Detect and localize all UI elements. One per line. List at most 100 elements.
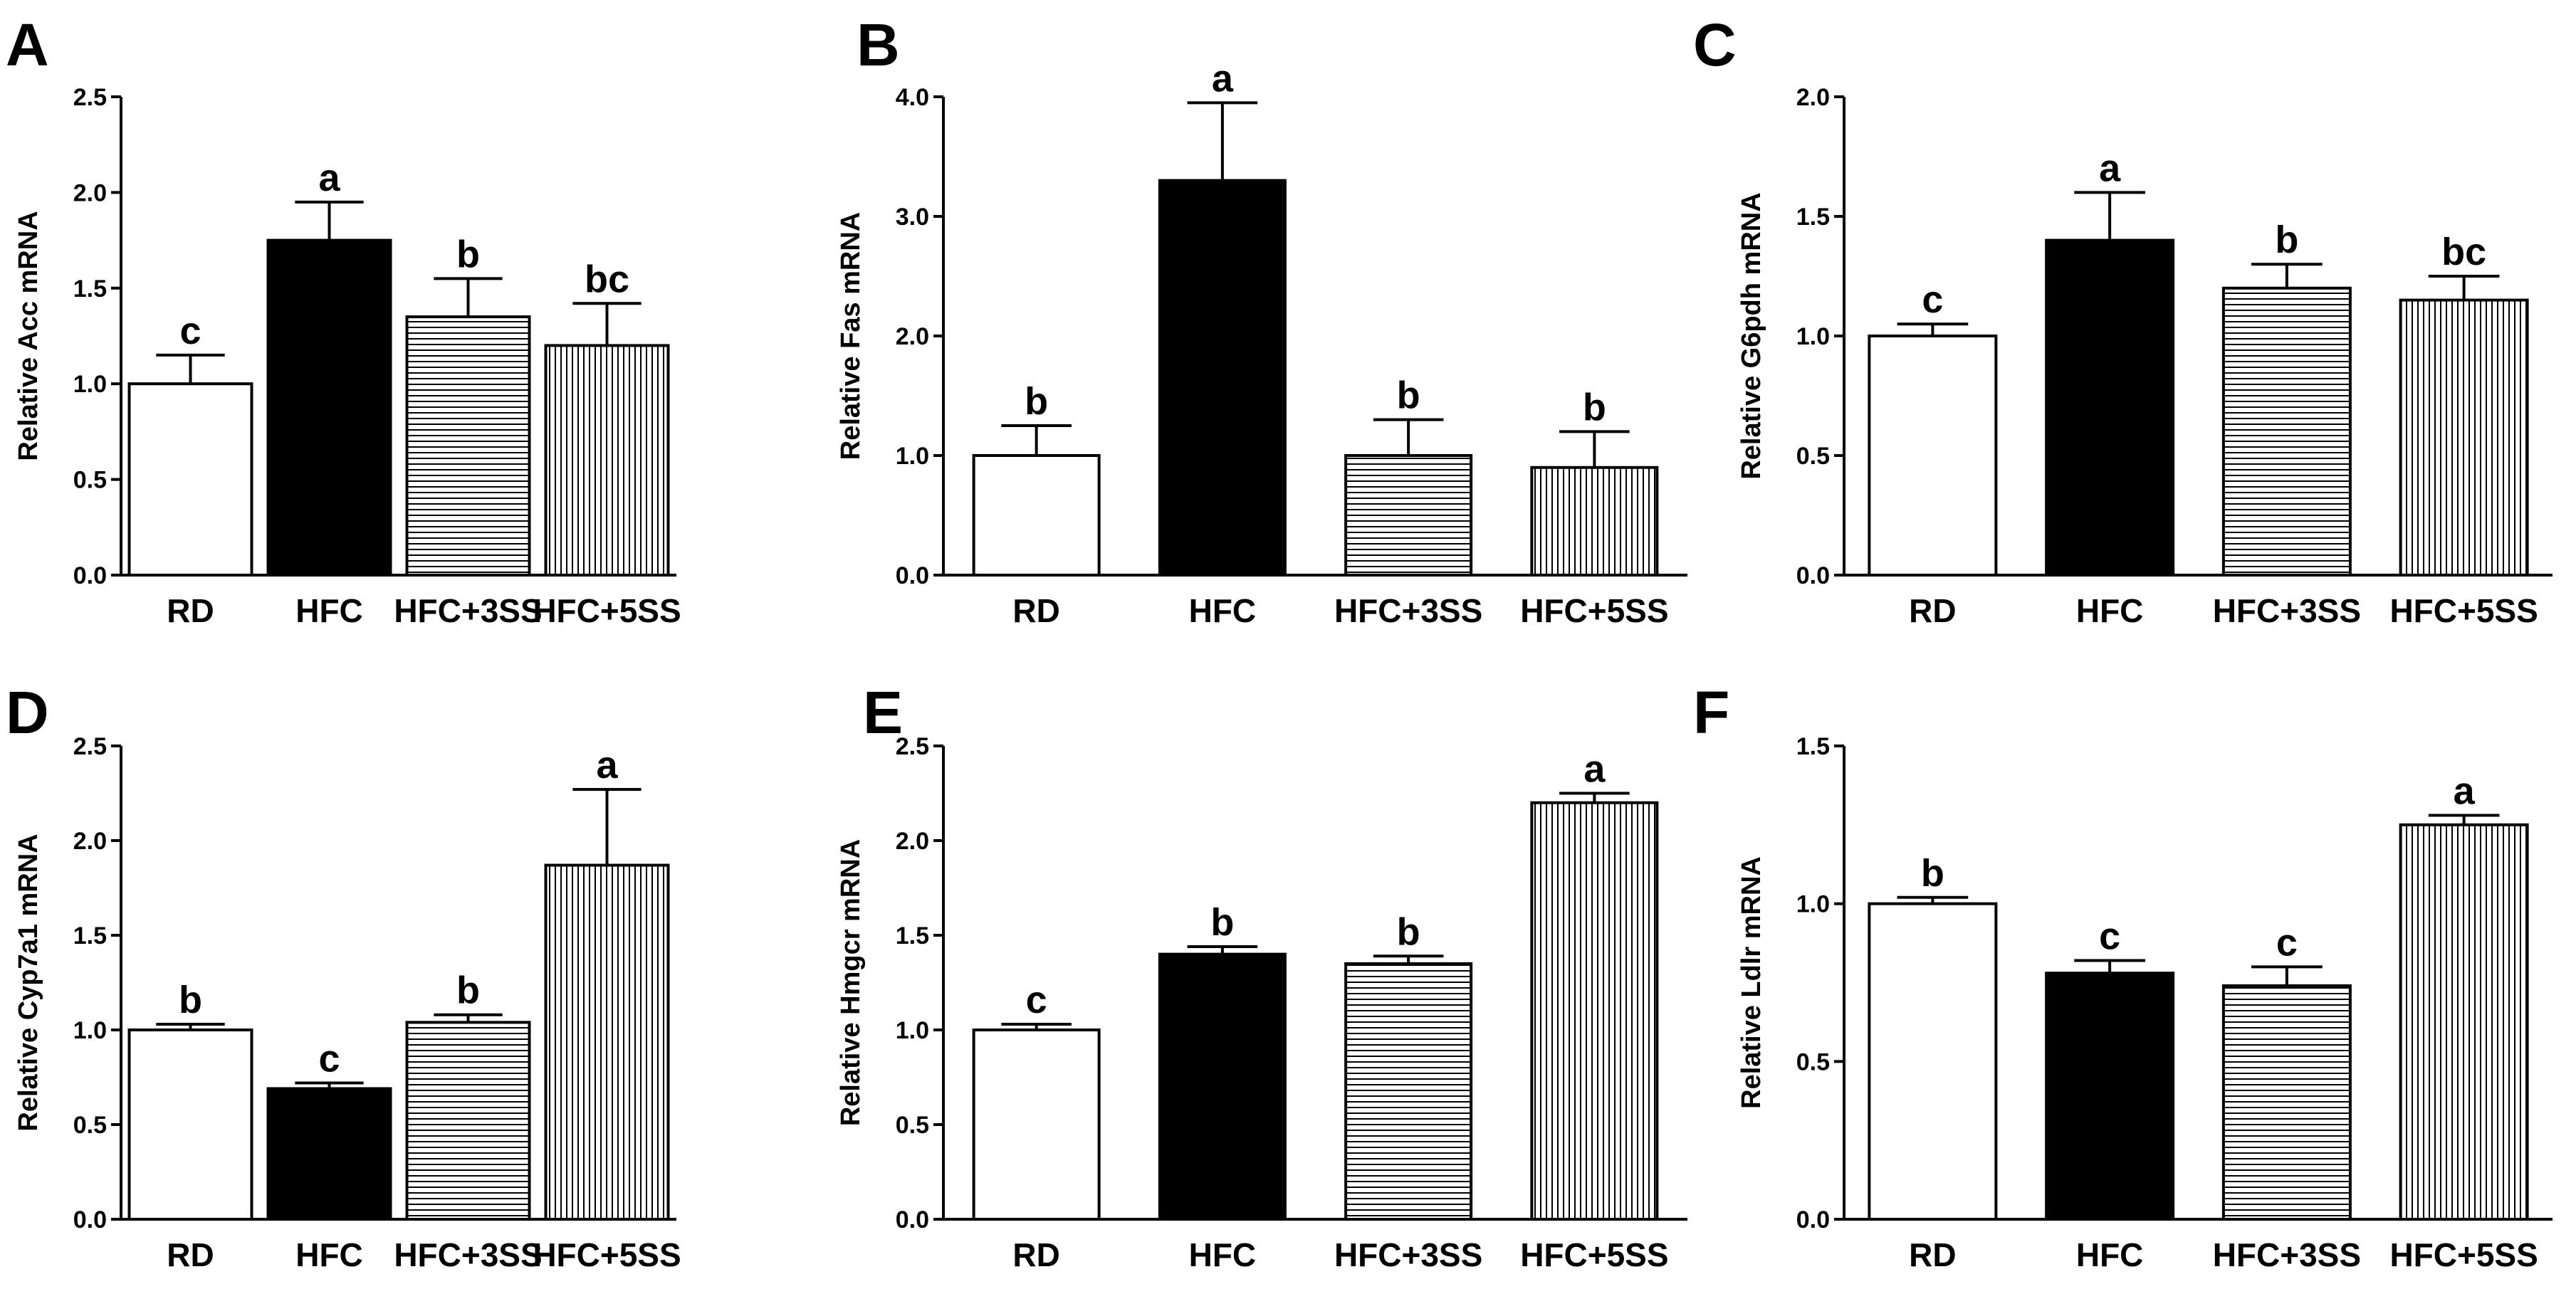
y-tick-label: 0.0 [73,1206,107,1233]
category-label: HFC [1189,592,1257,629]
category-label: RD [167,1236,214,1273]
bar-hfc [2045,972,2175,1221]
bar-hfc-5ss [2399,298,2529,577]
significance-label: b [1397,374,1420,417]
y-tick-label: 0.5 [1796,443,1830,470]
bar-hfc-5ss [1530,801,1659,1221]
y-axis-label: Relative Acc mRNA [14,211,43,461]
category-label: HFC+3SS [1334,1236,1482,1273]
y-tick-label: 2.5 [896,733,929,760]
bar-rd [972,1028,1101,1221]
y-tick-label: 1.0 [1796,323,1830,350]
panel-letter: B [857,11,900,78]
significance-label: b [1397,910,1420,953]
bar-hfc-5ss [544,344,670,577]
significance-label: c [179,310,201,352]
category-label: HFC+5SS [533,592,681,629]
panel-b: B 0.0 1.0 2.0 3.0 4.0 Relative Fas mRNA b RD a HFC… [836,11,1687,629]
y-tick-label: 1.5 [1796,733,1830,760]
significance-label: b [456,969,480,1012]
category-label: RD [1012,1236,1059,1273]
panel-c: C 0.0 0.5 1.0 1.5 2.0 Relative G6pdh mRNA c RD a H… [1693,11,2553,629]
y-tick-label: 1.5 [1796,204,1830,231]
y-tick-label: 0.5 [73,467,107,494]
bar-hfc-3ss [405,315,531,577]
significance-label: b [1921,852,1944,895]
bar-rd [127,382,253,577]
significance-label: a [1583,748,1606,791]
y-tick-label: 0.5 [73,1112,107,1139]
significance-label: c [1026,979,1047,1021]
significance-label: a [2099,147,2121,189]
bar-hfc-5ss [544,863,670,1221]
bar-rd [972,454,1101,577]
category-label: RD [167,592,214,629]
y-tick-label: 0.0 [896,562,929,589]
bar-hfc-5ss [2399,823,2529,1221]
panel-letter: F [1693,679,1729,746]
significance-label: c [318,1037,340,1080]
category-label: HFC [2076,592,2144,629]
bar-hfc [2045,238,2175,577]
y-tick-label: 1.0 [73,371,107,398]
category-label: HFC+5SS [1520,1236,1668,1273]
y-tick-label: 2.0 [896,828,929,855]
significance-label: b [456,233,480,275]
y-axis-label: Relative Fas mRNA [836,212,866,460]
category-label: HFC+3SS [1334,592,1482,629]
bar-rd [1868,335,1998,577]
significance-label: c [2276,921,2298,964]
panel-letter: A [6,11,49,78]
significance-label: bc [2441,231,2486,273]
significance-label: a [2454,770,2476,813]
category-label: HFC+5SS [533,1236,681,1273]
category-label: HFC+5SS [1520,592,1668,629]
category-label: RD [1909,592,1956,629]
y-tick-label: 2.5 [73,84,107,111]
bar-hfc [1158,179,1287,577]
y-tick-label: 1.0 [1796,891,1830,918]
panel-e: E 0.0 0.5 1.0 1.5 2.0 2.5 Relative Hmgcr mRNA c R… [836,679,1687,1273]
significance-label: a [596,744,618,786]
y-tick-label: 2.0 [1796,84,1830,111]
y-tick-label: 1.5 [896,922,929,949]
y-tick-label: 4.0 [896,84,929,111]
y-tick-label: 0.0 [1796,562,1830,589]
category-label: HFC+3SS [394,1236,542,1273]
bar-rd [1868,902,1998,1221]
y-tick-label: 2.5 [73,733,107,760]
category-label: HFC+5SS [2389,1236,2538,1273]
y-tick-label: 0.0 [896,1206,929,1233]
category-label: RD [1012,592,1059,629]
significance-label: b [2275,219,2298,261]
y-tick-label: 1.0 [896,1017,929,1044]
y-tick-label: 0.5 [896,1112,929,1139]
significance-label: c [1922,278,1943,321]
category-label: HFC+3SS [2213,1236,2361,1273]
bar-hfc [266,1087,392,1221]
bar-hfc-3ss [2221,984,2352,1221]
category-label: HFC [1189,1236,1257,1273]
y-tick-label: 0.0 [1796,1206,1830,1233]
y-axis-label: Relative Cyp7a1 mRNA [14,833,43,1131]
panel-d: D 0.0 0.5 1.0 1.5 2.0 2.5 Relative Cyp7a1 mRNA b… [6,679,681,1273]
y-tick-label: 1.0 [73,1017,107,1044]
y-tick-label: 1.5 [73,275,107,302]
bar-hfc-3ss [1344,962,1473,1221]
y-axis-label: Relative Hmgcr mRNA [836,839,866,1126]
bar-hfc-5ss [1530,465,1659,577]
significance-label: b [1025,380,1048,423]
y-tick-label: 2.0 [73,828,107,855]
bar-hfc-3ss [1344,454,1473,577]
y-tick-label: 3.0 [896,204,929,231]
bar-hfc [266,238,392,577]
category-label: HFC [2076,1236,2144,1273]
y-tick-label: 0.5 [1796,1048,1830,1075]
significance-label: b [1210,901,1234,944]
panel-letter: E [863,679,903,746]
category-label: HFC+5SS [2389,592,2538,629]
y-tick-label: 1.0 [896,443,929,470]
significance-label: c [2099,915,2120,957]
significance-label: a [318,157,340,199]
